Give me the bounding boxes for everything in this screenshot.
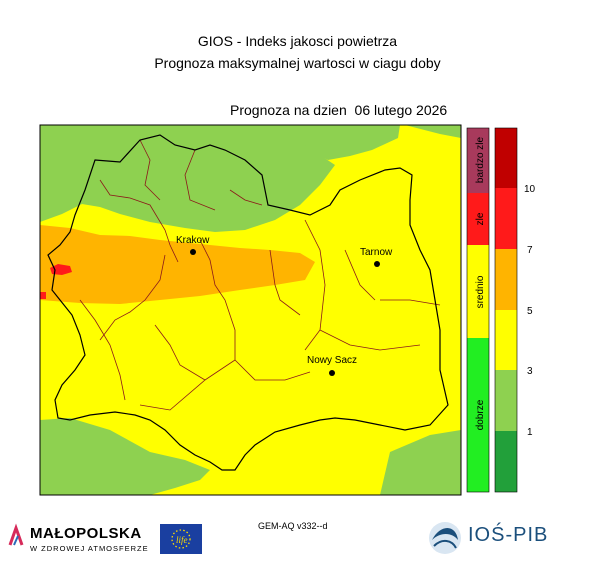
category-bardzo-zle-label: bardzo zle (475, 136, 486, 183)
category-legend: bardzo zle zle srednio dobrze (466, 127, 490, 493)
scale-swatch-4 (495, 249, 517, 310)
district-borders (79, 139, 441, 411)
green-area-east-strip (405, 125, 461, 138)
map-title: GIOS - Indeks jakosci powietrza (197, 33, 398, 49)
nowy-sacz-marker (329, 370, 335, 376)
scale-tick-1: 1 (527, 427, 533, 438)
scale-swatch-5 (495, 188, 517, 249)
red-spot (50, 264, 72, 275)
green-area-northeast (295, 125, 400, 160)
scale-tick-10: 10 (524, 184, 536, 195)
malopolska-tagline: W ZDROWEJ ATMOSFERZE (30, 544, 149, 553)
scale-swatch-3 (495, 310, 517, 370)
city-label-tarnow: Tarnow (360, 247, 393, 258)
ios-pib-name: IOŚ-PIB (468, 524, 549, 546)
model-label: GEM-AQ v332--d (258, 521, 328, 531)
city-label-krakow: Krakow (176, 235, 210, 246)
malopolska-name: MAŁOPOLSKA (30, 525, 142, 542)
green-area-south (40, 418, 210, 495)
scale-tick-3: 3 (527, 366, 533, 377)
category-dobrze-swatch (467, 338, 489, 492)
city-label-nowy-sacz: Nowy Sacz (307, 355, 358, 366)
krakow-marker (190, 249, 196, 255)
green-area-north (40, 125, 335, 232)
red-spot-small (40, 292, 46, 299)
scale-tick-7: 7 (527, 245, 533, 256)
scale-legend: 1 3 5 7 10 (494, 127, 536, 493)
scale-swatch-6 (495, 128, 517, 188)
category-srednio-label: srednio (475, 275, 486, 308)
map-frame (39, 124, 462, 496)
forecast-date: Prognoza na dzien 06 lutego 2026 (230, 102, 448, 118)
category-zle-label: zle (475, 212, 486, 225)
orange-area-central (40, 225, 315, 304)
svg-text:life: life (176, 535, 188, 545)
category-srednio-swatch (467, 245, 489, 338)
malopolska-logo-icon (8, 523, 24, 546)
category-zle-swatch (467, 193, 489, 245)
scale-swatch-1 (495, 431, 517, 492)
tarnow-marker (374, 261, 380, 267)
category-bardzo-zle-swatch (467, 128, 489, 193)
scale-tick-5: 5 (527, 306, 533, 317)
scale-swatch-2 (495, 370, 517, 431)
ios-pib-logo-icon (429, 522, 461, 554)
eu-flag-icon: life (160, 524, 202, 554)
map-subtitle: Prognoza maksymalnej wartosci w ciagu do… (154, 55, 441, 71)
green-area-southeast (380, 430, 461, 495)
voivodeship-outline (47, 134, 449, 471)
category-dobrze-label: dobrze (475, 399, 486, 430)
